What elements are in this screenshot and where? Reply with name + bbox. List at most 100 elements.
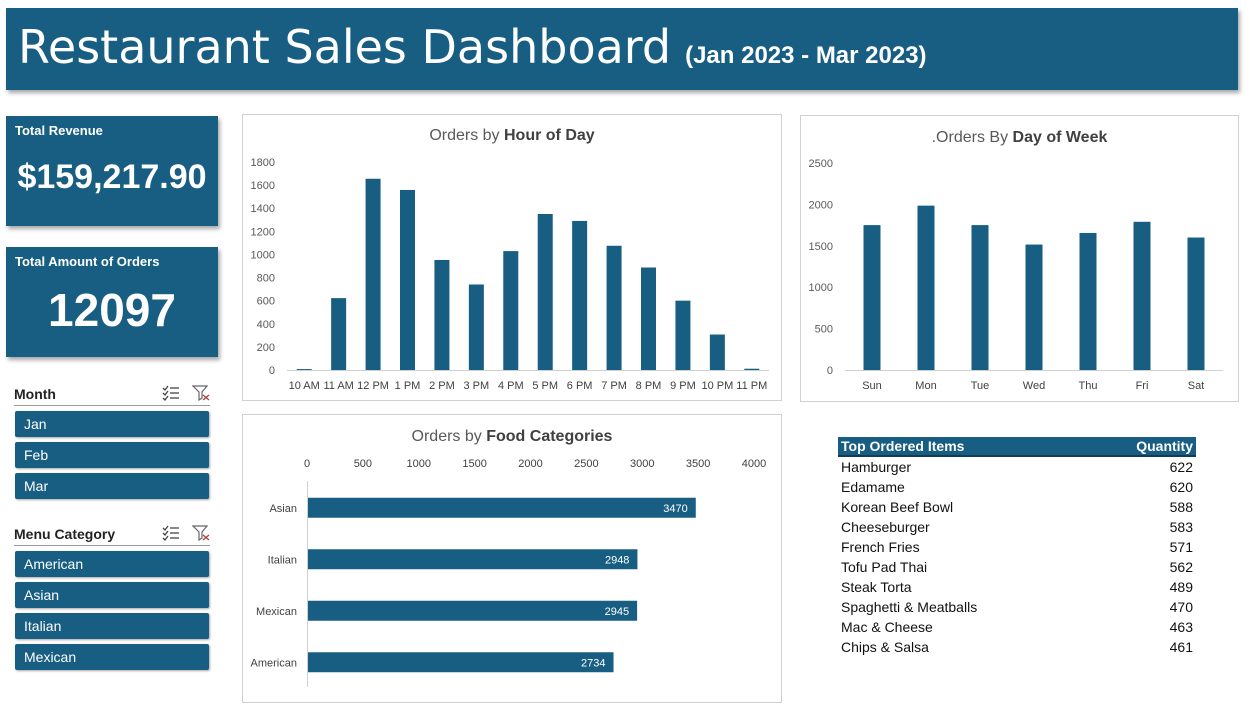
- slicer-title: Menu Category: [14, 525, 116, 542]
- table-row: French Fries 571: [838, 537, 1196, 557]
- item-quantity: 622: [1169, 459, 1193, 475]
- y-tick-label: 600: [257, 296, 275, 308]
- bar: [606, 245, 622, 370]
- chart-title: Orders by Food Categories: [243, 428, 781, 446]
- x-tick-label: 3000: [630, 458, 654, 470]
- column-header-quantity: Quantity: [1136, 438, 1193, 454]
- clear-filter-icon[interactable]: [191, 385, 210, 404]
- item-quantity: 463: [1169, 619, 1193, 635]
- item-quantity: 588: [1169, 499, 1193, 515]
- y-tick-label: 200: [257, 342, 275, 354]
- table-row: Tofu Pad Thai 562: [838, 557, 1196, 577]
- chart-title: Orders by Hour of Day: [243, 127, 781, 145]
- y-tick-label: 1400: [251, 203, 275, 215]
- chart-title-prefix: .Orders By: [931, 129, 1013, 146]
- bar: [468, 284, 484, 370]
- slicer-item-feb[interactable]: Feb: [15, 442, 209, 468]
- x-tick-label: Sun: [862, 380, 882, 392]
- chart-orders-by-food-category: Orders by Food Categories 0 500 1000 1500 20…: [242, 414, 782, 703]
- x-tick-label: 10 PM: [701, 380, 733, 392]
- item-name: Edamame: [841, 479, 905, 495]
- slicer-item-american[interactable]: American: [15, 551, 209, 577]
- slicer-menu-category: Menu Category American Asian Italian Mex…: [14, 522, 210, 670]
- clear-filter-icon[interactable]: [191, 525, 210, 544]
- bar: [365, 178, 381, 370]
- kpi-value: 12097: [48, 284, 176, 336]
- y-tick-label: 1800: [251, 157, 275, 169]
- bar: [331, 298, 347, 370]
- item-name: Chips & Salsa: [841, 639, 929, 655]
- item-name: Tofu Pad Thai: [841, 559, 928, 575]
- bar: [296, 369, 312, 370]
- bar: [1079, 232, 1097, 370]
- x-tick-label: 5 PM: [532, 380, 558, 392]
- bar: [1133, 221, 1151, 370]
- slicer-title: Month: [14, 385, 56, 402]
- chart-orders-by-day: .Orders By Day of Week 0 500 1000 1500 2000 2…: [800, 115, 1239, 402]
- y-tick-label: Mexican: [256, 606, 297, 618]
- item-name: Korean Beef Bowl: [841, 499, 954, 515]
- x-tick-label: 1 PM: [395, 380, 421, 392]
- slicer-item-asian[interactable]: Asian: [15, 582, 209, 608]
- bar: [503, 251, 519, 370]
- chart-svg-food: 0 500 1000 1500 2000 2500 3000 3500 4000 Asian 347…: [251, 458, 766, 687]
- y-tick-label: 1500: [809, 241, 833, 253]
- bar: [971, 225, 989, 370]
- item-name: French Fries: [841, 539, 920, 555]
- slicer-item-italian[interactable]: Italian: [15, 613, 209, 639]
- x-tick-label: Sat: [1188, 380, 1205, 392]
- data-label: 3470: [663, 503, 687, 515]
- y-tick-label: Asian: [269, 503, 297, 515]
- bar: [641, 267, 656, 370]
- chart-title-bold: Food Categories: [486, 428, 613, 445]
- x-tick-label: Thu: [1079, 380, 1098, 392]
- item-name: Mac & Cheese: [841, 619, 933, 635]
- slicer-item-mexican[interactable]: Mexican: [15, 644, 209, 670]
- bar: [434, 259, 450, 370]
- y-tick-label: 2000: [809, 199, 833, 211]
- table-row: Hamburger 622: [838, 457, 1196, 477]
- table-row: Steak Torta 489: [838, 577, 1196, 597]
- y-tick-label: 500: [815, 324, 833, 336]
- data-label: 2734: [581, 657, 605, 669]
- bar: [308, 600, 638, 621]
- data-label: 2948: [605, 554, 629, 566]
- table-row: Korean Beef Bowl 588: [838, 497, 1196, 517]
- bar: [1025, 244, 1043, 370]
- x-tick-label: Wed: [1023, 380, 1045, 392]
- multi-select-icon[interactable]: [162, 385, 180, 404]
- bar: [400, 189, 415, 370]
- y-tick-label: 0: [269, 365, 275, 377]
- bar: [917, 205, 935, 370]
- x-tick-label: 3500: [686, 458, 710, 470]
- bar: [863, 225, 881, 370]
- chart-orders-by-hour: Orders by Hour of Day 0 200 400 600 800 1000 1…: [242, 114, 782, 401]
- y-tick-label: 800: [257, 273, 275, 285]
- x-tick-label: Fri: [1136, 380, 1149, 392]
- slicer-item-jan[interactable]: Jan: [15, 411, 209, 437]
- bar: [537, 214, 553, 370]
- kpi-total-orders: Total Amount of Orders 12097: [6, 247, 218, 357]
- page-subtitle: (Jan 2023 - Mar 2023): [685, 42, 927, 69]
- chart-svg-day: 0 500 1000 1500 2000 2500 Sun Mon Tue Wed Thu Fri Sa…: [809, 158, 1223, 392]
- multi-select-icon[interactable]: [162, 525, 180, 544]
- x-tick-label: 2000: [518, 458, 542, 470]
- top-items-table: Top Ordered Items Quantity Hamburger 622 E…: [838, 437, 1196, 657]
- kpi-value: $159,217.90: [17, 158, 207, 196]
- table-row: Edamame 620: [838, 477, 1196, 497]
- x-tick-label: 3 PM: [464, 380, 490, 392]
- slicer-item-mar[interactable]: Mar: [15, 473, 209, 499]
- chart-title: .Orders By Day of Week: [801, 129, 1238, 147]
- x-tick-label: 11 PM: [736, 380, 767, 392]
- table-row: Spaghetti & Meatballs 470: [838, 597, 1196, 617]
- table-body: Hamburger 622 Edamame 620 Korean Beef Bowl 58…: [838, 457, 1196, 657]
- y-tick-label: American: [251, 657, 297, 669]
- x-tick-label: 10 AM: [289, 380, 320, 392]
- table-row: Cheeseburger 583: [838, 517, 1196, 537]
- x-tick-label: Mon: [915, 380, 936, 392]
- x-tick-label: 1500: [462, 458, 486, 470]
- table-header: Top Ordered Items Quantity: [838, 437, 1196, 457]
- kpi-label: Total Revenue: [15, 123, 103, 138]
- kpi-total-revenue: Total Revenue $159,217.90: [6, 116, 218, 226]
- x-tick-label: 9 PM: [670, 380, 696, 392]
